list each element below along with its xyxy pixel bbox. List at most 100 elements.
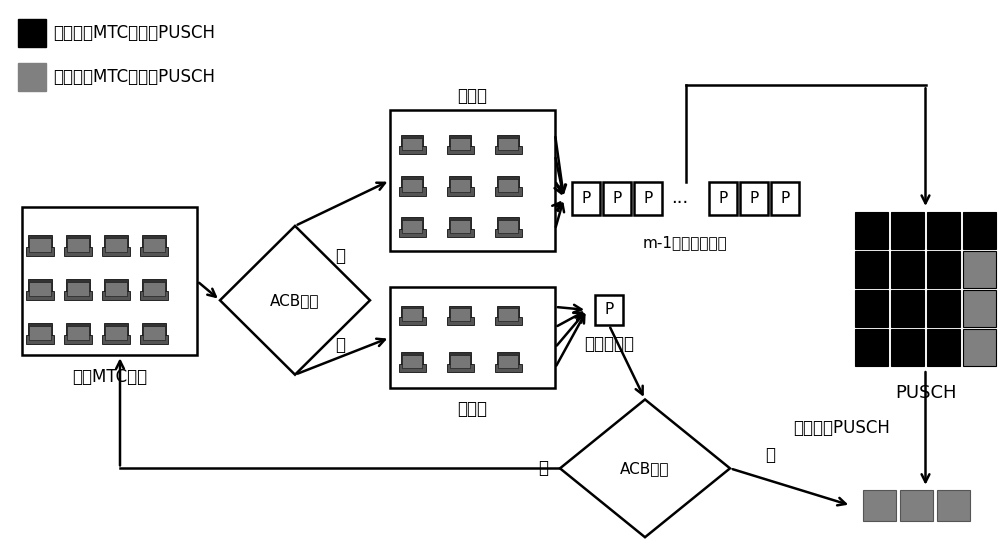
Text: 特殊前导码: 特殊前导码 [584,336,634,353]
Bar [498,179,518,192]
Bar [855,212,888,249]
Bar [446,364,474,372]
Bar [498,138,518,150]
Bar [140,247,168,256]
Bar [398,364,426,372]
Bar [390,287,555,388]
Bar [29,238,51,252]
Bar [855,329,888,366]
Bar [927,212,960,249]
Bar [142,323,166,342]
Bar [26,291,54,300]
Bar [595,295,623,325]
Bar [142,279,166,298]
Bar [140,291,168,300]
Bar [450,138,470,150]
Bar [28,279,52,298]
Bar [66,235,90,253]
Bar [26,335,54,344]
Bar [498,220,518,233]
Bar [963,212,996,249]
Bar [18,63,46,91]
Bar [102,291,130,300]
Bar [22,207,197,355]
Bar [937,490,970,521]
Bar [572,182,600,215]
Bar [67,282,89,296]
Bar [28,323,52,342]
Text: P: P [581,191,591,206]
Bar [401,135,423,152]
Bar [29,326,51,340]
Bar [140,335,168,344]
Bar [401,353,423,370]
Text: 否: 否 [335,336,345,354]
Text: 活动MTC设备: 活动MTC设备 [72,369,147,386]
Bar [398,317,426,325]
Bar [449,176,471,193]
Bar [102,335,130,344]
Bar [603,182,631,215]
Bar [497,176,519,193]
Bar [891,290,924,327]
Text: 辅设备: 辅设备 [458,401,488,418]
Text: P: P [780,191,790,206]
Text: 否: 否 [538,460,548,477]
Bar [398,229,426,237]
Bar [963,329,996,366]
Bar [891,251,924,288]
Bar [740,182,768,215]
Text: P: P [749,191,759,206]
Polygon shape [560,399,730,537]
Text: 是: 是 [765,446,775,463]
Bar [18,19,46,47]
Bar [446,317,474,325]
Bar [450,179,470,192]
Bar [402,179,422,192]
Bar [494,187,522,196]
Bar [855,290,888,327]
Bar [900,490,933,521]
Bar [102,247,130,256]
Bar [28,235,52,253]
Text: ACB检查: ACB检查 [270,293,320,308]
Bar [142,235,166,253]
Bar [105,238,127,252]
Text: 分配给辅MTC设备的PUSCH: 分配给辅MTC设备的PUSCH [53,68,215,86]
Bar [449,135,471,152]
Bar [963,251,996,288]
Bar [143,282,165,296]
Bar [143,326,165,340]
Bar [927,329,960,366]
Bar [398,187,426,196]
Bar [446,146,474,154]
Bar [64,335,92,344]
Bar [67,326,89,340]
Bar [450,220,470,233]
Bar [450,355,470,368]
Bar [498,309,518,321]
Text: PUSCH: PUSCH [895,384,956,402]
Bar [402,309,422,321]
Bar [446,229,474,237]
Bar [402,220,422,233]
Bar [497,217,519,235]
Bar [497,353,519,370]
Bar [855,251,888,288]
Bar [143,238,165,252]
Bar [401,176,423,193]
Text: 是: 是 [335,247,345,264]
Text: P: P [718,191,728,206]
Bar [771,182,799,215]
Bar [449,217,471,235]
Bar [927,251,960,288]
Bar [104,279,128,298]
Text: m-1个普通前导码: m-1个普通前导码 [643,235,728,250]
Bar [494,146,522,154]
Bar [402,355,422,368]
Bar [634,182,662,215]
Bar [64,291,92,300]
Text: P: P [612,191,622,206]
Text: P: P [604,302,614,317]
Bar [497,135,519,152]
